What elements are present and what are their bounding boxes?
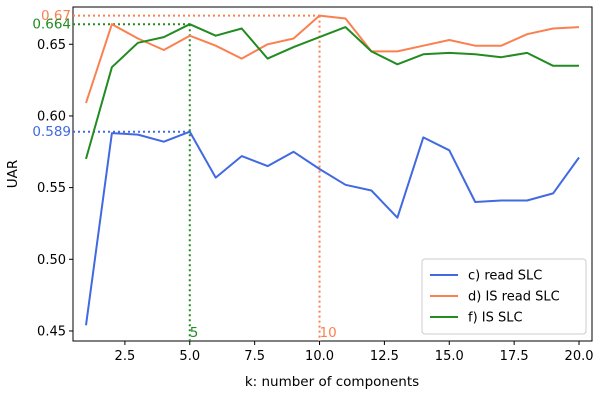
x-axis-title: k: number of components bbox=[245, 374, 419, 390]
y-axis-title: UAR bbox=[5, 160, 21, 189]
annotation-x-label: 5 bbox=[190, 325, 199, 341]
x-tick-label: 5.0 bbox=[179, 349, 200, 364]
series-group bbox=[85, 14, 580, 326]
x-axis-ticks: 2.5 5.0 7.5 10.0 12.5 15.0 17.5 20.0 bbox=[115, 341, 594, 364]
x-tick-label: 17.5 bbox=[500, 349, 529, 364]
legend: c) read SLC d) IS read SLC f) IS SLC bbox=[421, 258, 587, 335]
x-tick-label: 15.0 bbox=[435, 349, 464, 364]
plot-frame bbox=[72, 6, 593, 342]
x-tick-label: 12.5 bbox=[370, 349, 399, 364]
legend-box bbox=[421, 258, 587, 335]
series-line-3 bbox=[85, 23, 579, 160]
series-line-1 bbox=[85, 130, 580, 326]
annotation-group: 0.589 0.67 10 0.664 5 bbox=[32, 8, 337, 341]
y-axis-ticks: 0.45 0.50 0.55 0.60 0.65 bbox=[37, 38, 73, 339]
x-tick-label: 2.5 bbox=[115, 349, 136, 364]
annotation-y-label: 0.664 bbox=[32, 17, 71, 33]
legend-label: c) read SLC bbox=[468, 269, 542, 284]
x-tick-label: 10.0 bbox=[305, 349, 334, 364]
x-tick-label: 20.0 bbox=[565, 349, 594, 364]
y-tick-label: 0.60 bbox=[37, 109, 66, 124]
y-tick-label: 0.45 bbox=[37, 324, 66, 339]
y-tick-label: 0.50 bbox=[37, 253, 66, 268]
series-line-2 bbox=[85, 14, 580, 104]
y-tick-label: 0.65 bbox=[37, 38, 66, 53]
annotation-y-label: 0.67 bbox=[41, 8, 71, 24]
x-tick-label: 7.5 bbox=[244, 349, 265, 364]
legend-label: d) IS read SLC bbox=[468, 290, 560, 305]
y-tick-label: 0.55 bbox=[37, 181, 66, 196]
legend-label: f) IS SLC bbox=[468, 311, 523, 326]
annotation-y-label: 0.589 bbox=[32, 124, 71, 140]
annotation-x-label: 10 bbox=[320, 325, 337, 341]
